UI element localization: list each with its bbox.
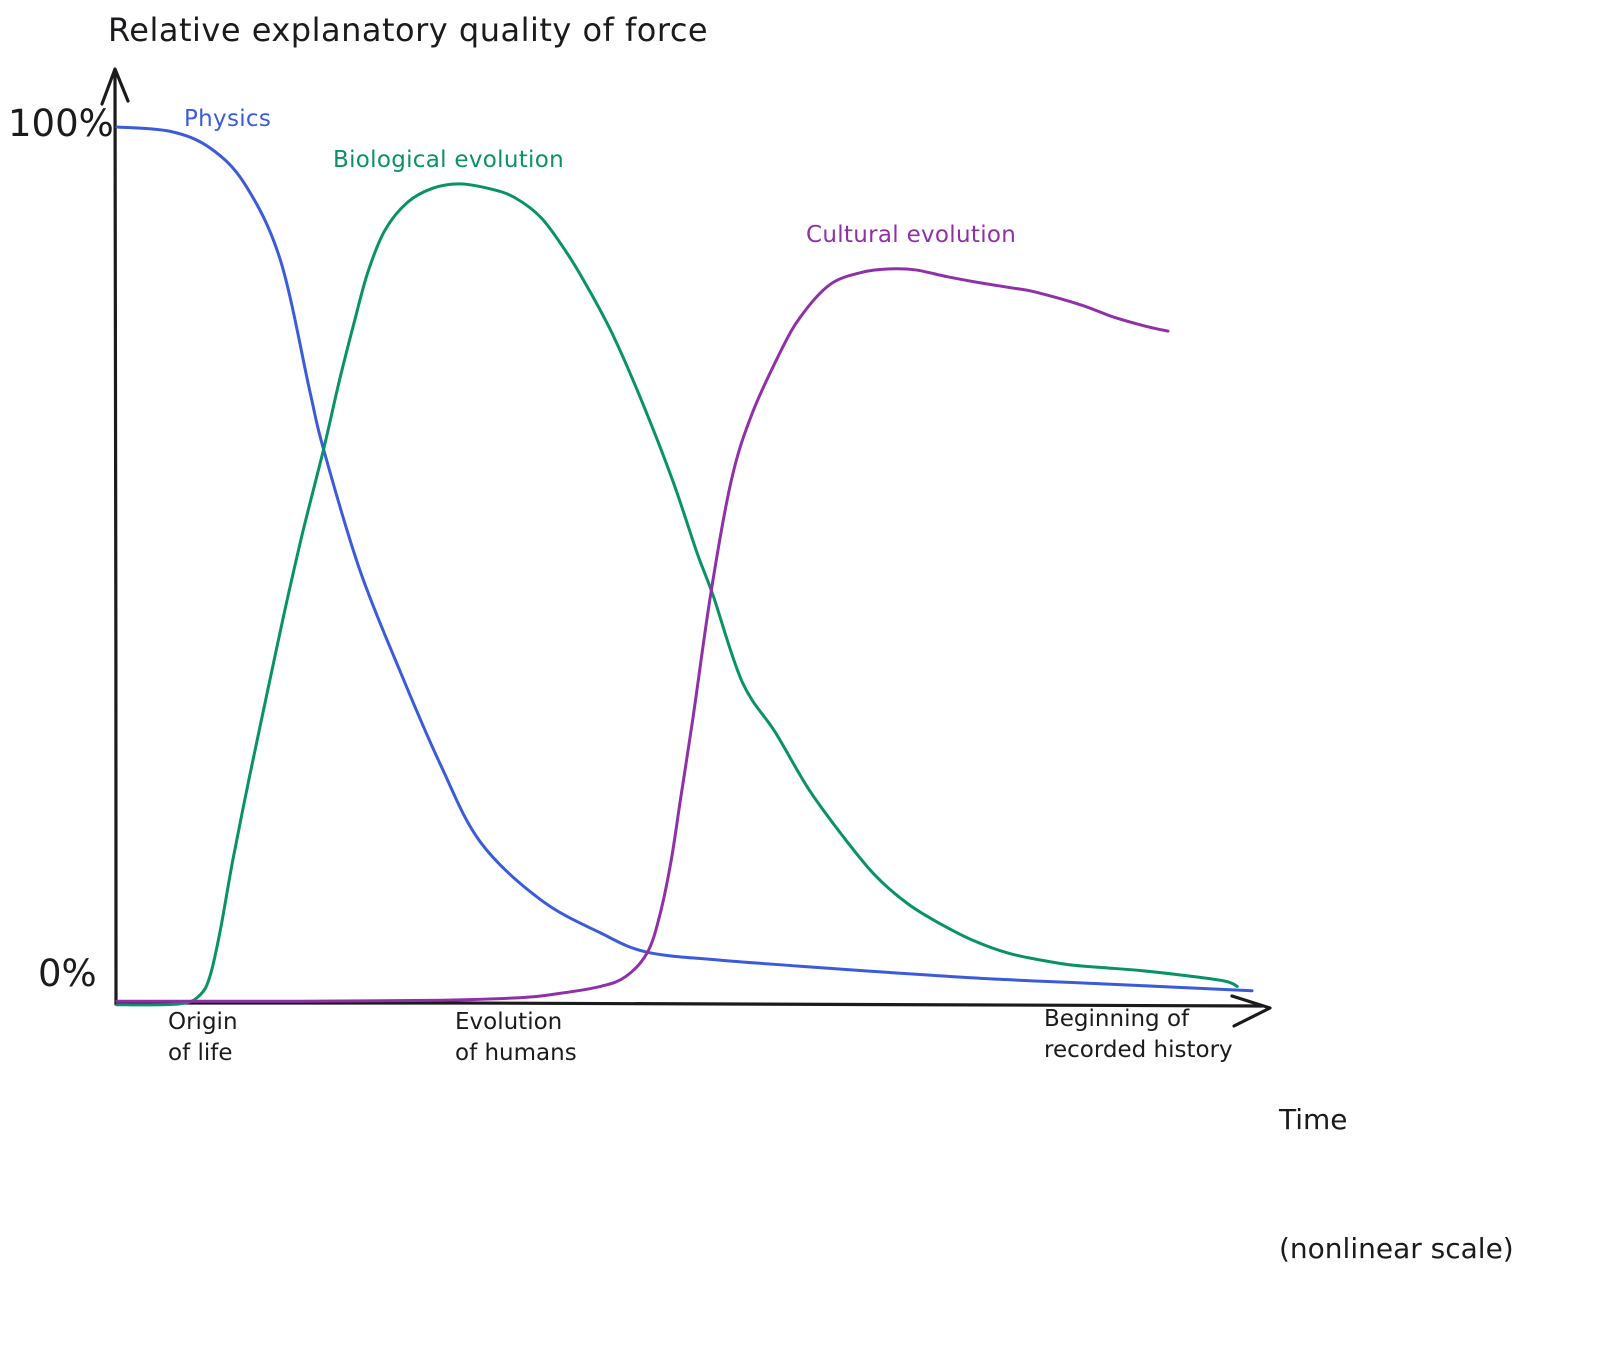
chart-title: Relative explanatory quality of force	[108, 11, 709, 49]
series-label-cultural-evolution: Cultural evolution	[806, 222, 1017, 248]
axes	[100, 67, 1272, 1028]
annotation-line: Beginning of	[1044, 1006, 1190, 1032]
chart-drawing	[100, 67, 1272, 1028]
chart-canvas: Relative explanatory quality of force 10…	[8, 11, 1514, 1265]
cultural-evolution-curve	[115, 267, 1170, 1003]
x-axis-label-line2: (nonlinear scale)	[1279, 1232, 1514, 1265]
series-label-biological-evolution: Biological evolution	[333, 147, 564, 173]
x-axis-arrowhead-icon	[1230, 994, 1272, 1028]
annotation-beginning-of-recorded-history: Beginning of recorded history	[1044, 1004, 1233, 1066]
y-axis-min-label: 0%	[38, 952, 97, 995]
y-axis	[113, 72, 118, 1006]
y-axis-arrowhead-icon	[100, 67, 130, 106]
annotation-line: of life	[168, 1040, 233, 1066]
physics-curve	[115, 125, 1254, 993]
x-axis-label: Time (nonlinear scale)	[1279, 1012, 1514, 1356]
biological-evolution-curve	[115, 182, 1239, 1007]
annotation-line: recorded history	[1044, 1037, 1233, 1063]
annotation-evolution-of-humans: Evolution of humans	[455, 1007, 577, 1069]
annotation-line: of humans	[455, 1040, 577, 1066]
x-axis	[114, 1001, 1264, 1008]
annotation-origin-of-life: Origin of life	[168, 1007, 238, 1069]
x-axis-label-line1: Time	[1279, 1103, 1348, 1136]
annotation-line: Evolution	[455, 1009, 563, 1035]
series-curves	[115, 125, 1254, 1007]
y-axis-max-label: 100%	[8, 102, 114, 145]
annotation-line: Origin	[168, 1009, 238, 1035]
series-label-physics: Physics	[184, 106, 272, 132]
